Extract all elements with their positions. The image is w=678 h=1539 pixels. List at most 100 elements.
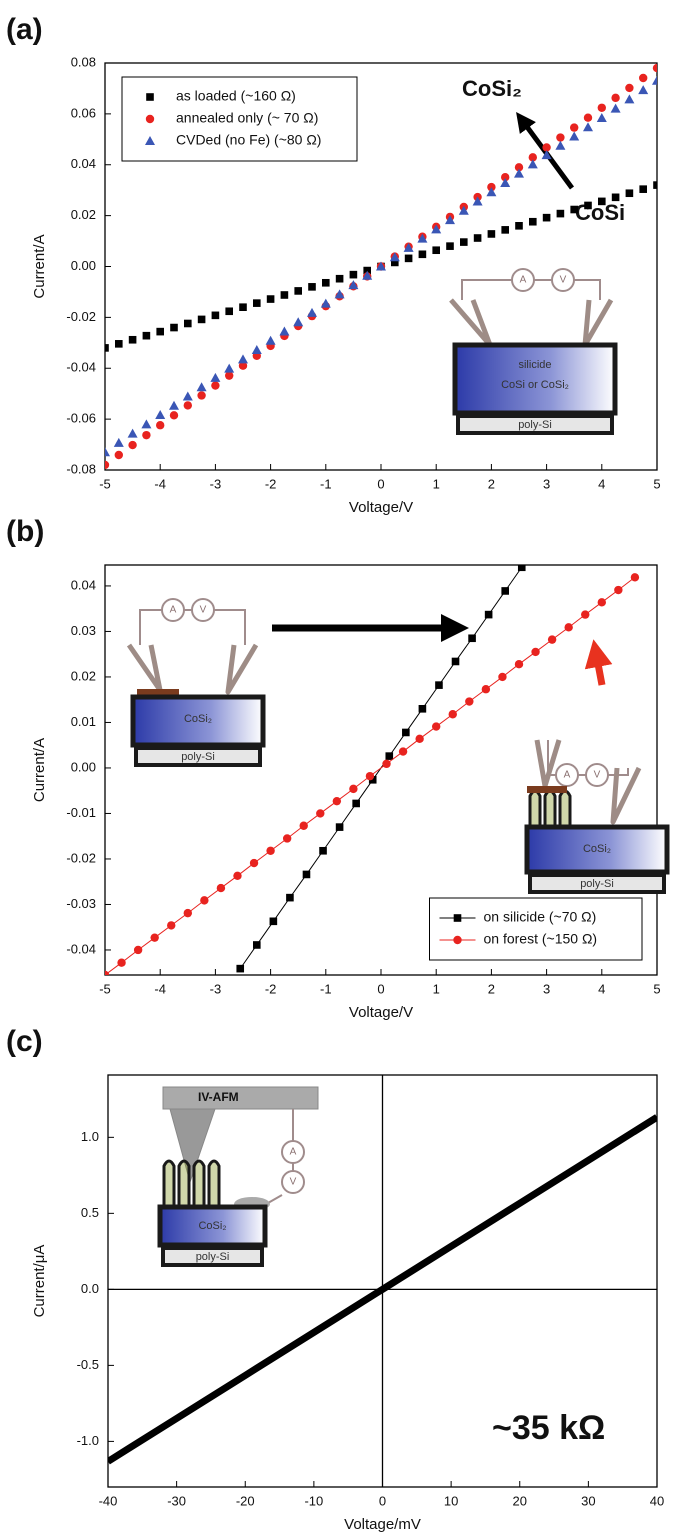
marker [584,201,592,210]
marker [362,270,373,280]
x-axis-label: Voltage/mV [344,1516,421,1533]
silicide-block [130,694,266,748]
marker [652,75,657,85]
x-tick-label: 1 [433,476,440,491]
legend-label: as loaded (~160 Ω) [176,88,296,104]
marker [266,846,275,855]
marker [415,734,424,744]
marker [127,428,138,438]
marker [150,933,159,942]
marker [639,73,648,83]
meter [511,268,535,292]
x-tick-label: -3 [210,476,222,491]
marker [625,189,634,198]
arrow [584,639,613,686]
legend-marker [146,93,154,101]
marker [197,391,206,400]
inset-label: CoSi₂ [198,1220,226,1232]
x-tick-label: 1 [433,981,440,996]
marker [349,784,358,794]
marker [167,921,176,930]
legend-label: annealed only (~ 70 Ω) [176,110,318,126]
y-axis-label: Current/A [31,234,48,298]
x-tick-label: 4 [598,981,605,996]
panel-label: (a) [6,13,43,46]
marker [105,460,110,470]
marker [486,187,497,197]
marker [210,372,221,382]
x-tick-label: 10 [444,1493,458,1508]
marker [169,411,179,420]
marker [105,970,110,975]
marker [349,270,358,279]
nanotube-bundle [558,789,572,825]
inset-label: poly-Si [181,751,215,763]
marker [382,759,391,769]
marker [630,573,640,582]
y-tick-label: 0.5 [81,1205,99,1220]
poly-si-block [528,873,666,894]
y-tick-label: 0.00 [71,759,96,774]
marker [473,234,482,242]
inset-label: CoSi₂ [583,843,611,855]
panel-label: (b) [6,515,44,548]
inset-label: poly-Si [196,1251,230,1263]
marker [365,771,375,781]
y-tick-label: 0.0 [81,1281,99,1296]
marker [487,230,496,238]
marker [611,193,620,202]
meter-label: V [594,770,601,781]
meter [191,598,215,622]
y-tick-label: -0.06 [66,411,96,426]
wire [461,279,512,300]
marker [435,681,443,689]
marker [391,258,399,267]
marker [253,299,261,307]
marker [156,327,164,336]
marker [182,391,193,401]
legend-label: CVDed (no Fe) (~80 Ω) [176,132,321,148]
marker [528,153,537,162]
x-tick-label: 2 [488,476,495,491]
y-tick-label: -0.01 [66,805,96,820]
marker [418,704,427,713]
marker [105,447,110,457]
marker [169,400,179,410]
y-tick-label: -1.0 [77,1433,99,1448]
marker [316,809,325,818]
marker [293,317,304,327]
y-tick-label: 0.03 [71,623,96,638]
poly-si-block [161,1246,264,1267]
meter-label: A [520,275,527,286]
meter [281,1170,305,1194]
marker [569,131,580,141]
marker [564,623,573,632]
marker [404,254,413,263]
x-tick-label: -20 [236,1493,255,1508]
inset-label: silicide [518,359,551,371]
y-tick-label: 0.08 [71,54,96,69]
marker [529,217,537,226]
marker [128,440,137,450]
marker [352,799,360,808]
marker [498,672,507,682]
silicide-block [452,342,618,416]
marker [133,945,143,955]
nanotube-bundle [192,1159,206,1205]
marker [114,450,124,460]
x-tick-label: 3 [543,981,550,996]
marker [446,242,454,250]
x-tick-label: 20 [513,1493,527,1508]
x-tick-label: -30 [167,1493,186,1508]
y-tick-label: 0.04 [71,156,96,171]
marker [514,168,524,178]
marker [282,834,292,843]
marker [418,250,427,259]
inset-label: poly-Si [518,419,552,431]
series-line [108,1114,657,1465]
y-tick-label: 0.04 [71,577,96,592]
marker [368,775,377,784]
marker [238,361,248,370]
